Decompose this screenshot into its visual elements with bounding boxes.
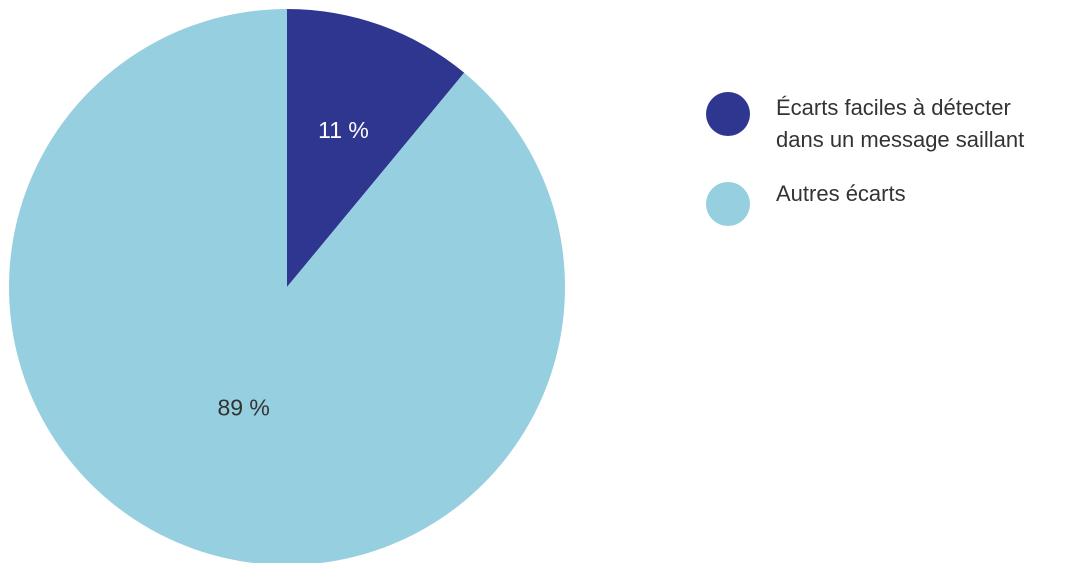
legend-label-autres-ecarts: Autres écarts [776,178,906,210]
legend-label-line: Écarts faciles à détecter [776,95,1011,120]
pie-slice-autres-ecarts [9,9,565,563]
legend-swatch-dark [706,92,750,136]
legend-label-ecarts-faciles: Écarts faciles à détecter dans un messag… [776,92,1024,156]
slice-label-autres-ecarts: 89 % [217,394,269,420]
legend-label-line: dans un message saillant [776,127,1025,152]
slice-label-ecarts-faciles: 11 % [318,117,369,143]
legend-label-line: Autres écarts [776,181,906,206]
legend-swatch-light [706,182,750,226]
legend: Écarts faciles à détecter dans un messag… [706,92,1078,248]
legend-item-ecarts-faciles: Écarts faciles à détecter dans un messag… [706,92,1078,156]
legend-item-autres-ecarts: Autres écarts [706,178,1078,226]
pie-slice-ecarts-faciles [287,9,465,287]
